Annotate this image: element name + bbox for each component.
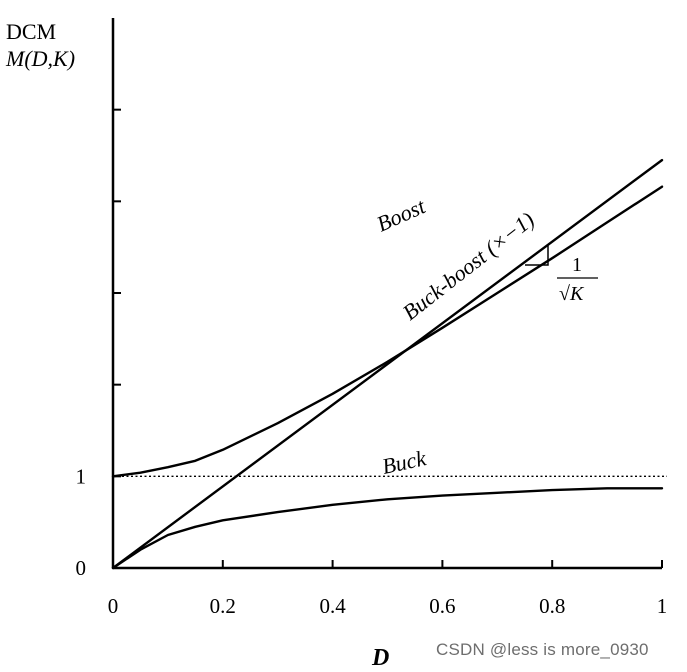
y-axis-title-line2: M(D,K) (5, 46, 75, 71)
y-axis-title-line1: DCM (6, 19, 56, 44)
series-line-buck (111, 487, 664, 570)
x-tick-label: 0.8 (539, 594, 565, 618)
y-tick-label: 1 (76, 464, 87, 488)
x-axis-title: D (371, 645, 389, 671)
x-tick-label: 0.2 (210, 594, 236, 618)
series-label-boost: Boost (373, 193, 430, 237)
y-tick-label: 0 (76, 556, 87, 580)
x-tick-label: 1 (657, 594, 668, 618)
x-tick-label: 0.6 (429, 594, 455, 618)
ticks: 0 0.2 0.4 0.6 0.8 1 0 1 (76, 108, 668, 618)
slope-numerator: 1 (572, 254, 582, 276)
series-label-buck: Buck (380, 445, 429, 479)
series-line-boost (111, 185, 664, 478)
series-group (111, 158, 664, 570)
series-line-buck-boost (111, 158, 664, 570)
watermark-text: CSDN @less is more_0930 (436, 640, 649, 659)
slope-denominator: √K (559, 283, 585, 305)
slope-triangle (525, 245, 549, 266)
x-tick-label: 0.4 (319, 594, 346, 618)
x-tick-label: 0 (108, 594, 119, 618)
